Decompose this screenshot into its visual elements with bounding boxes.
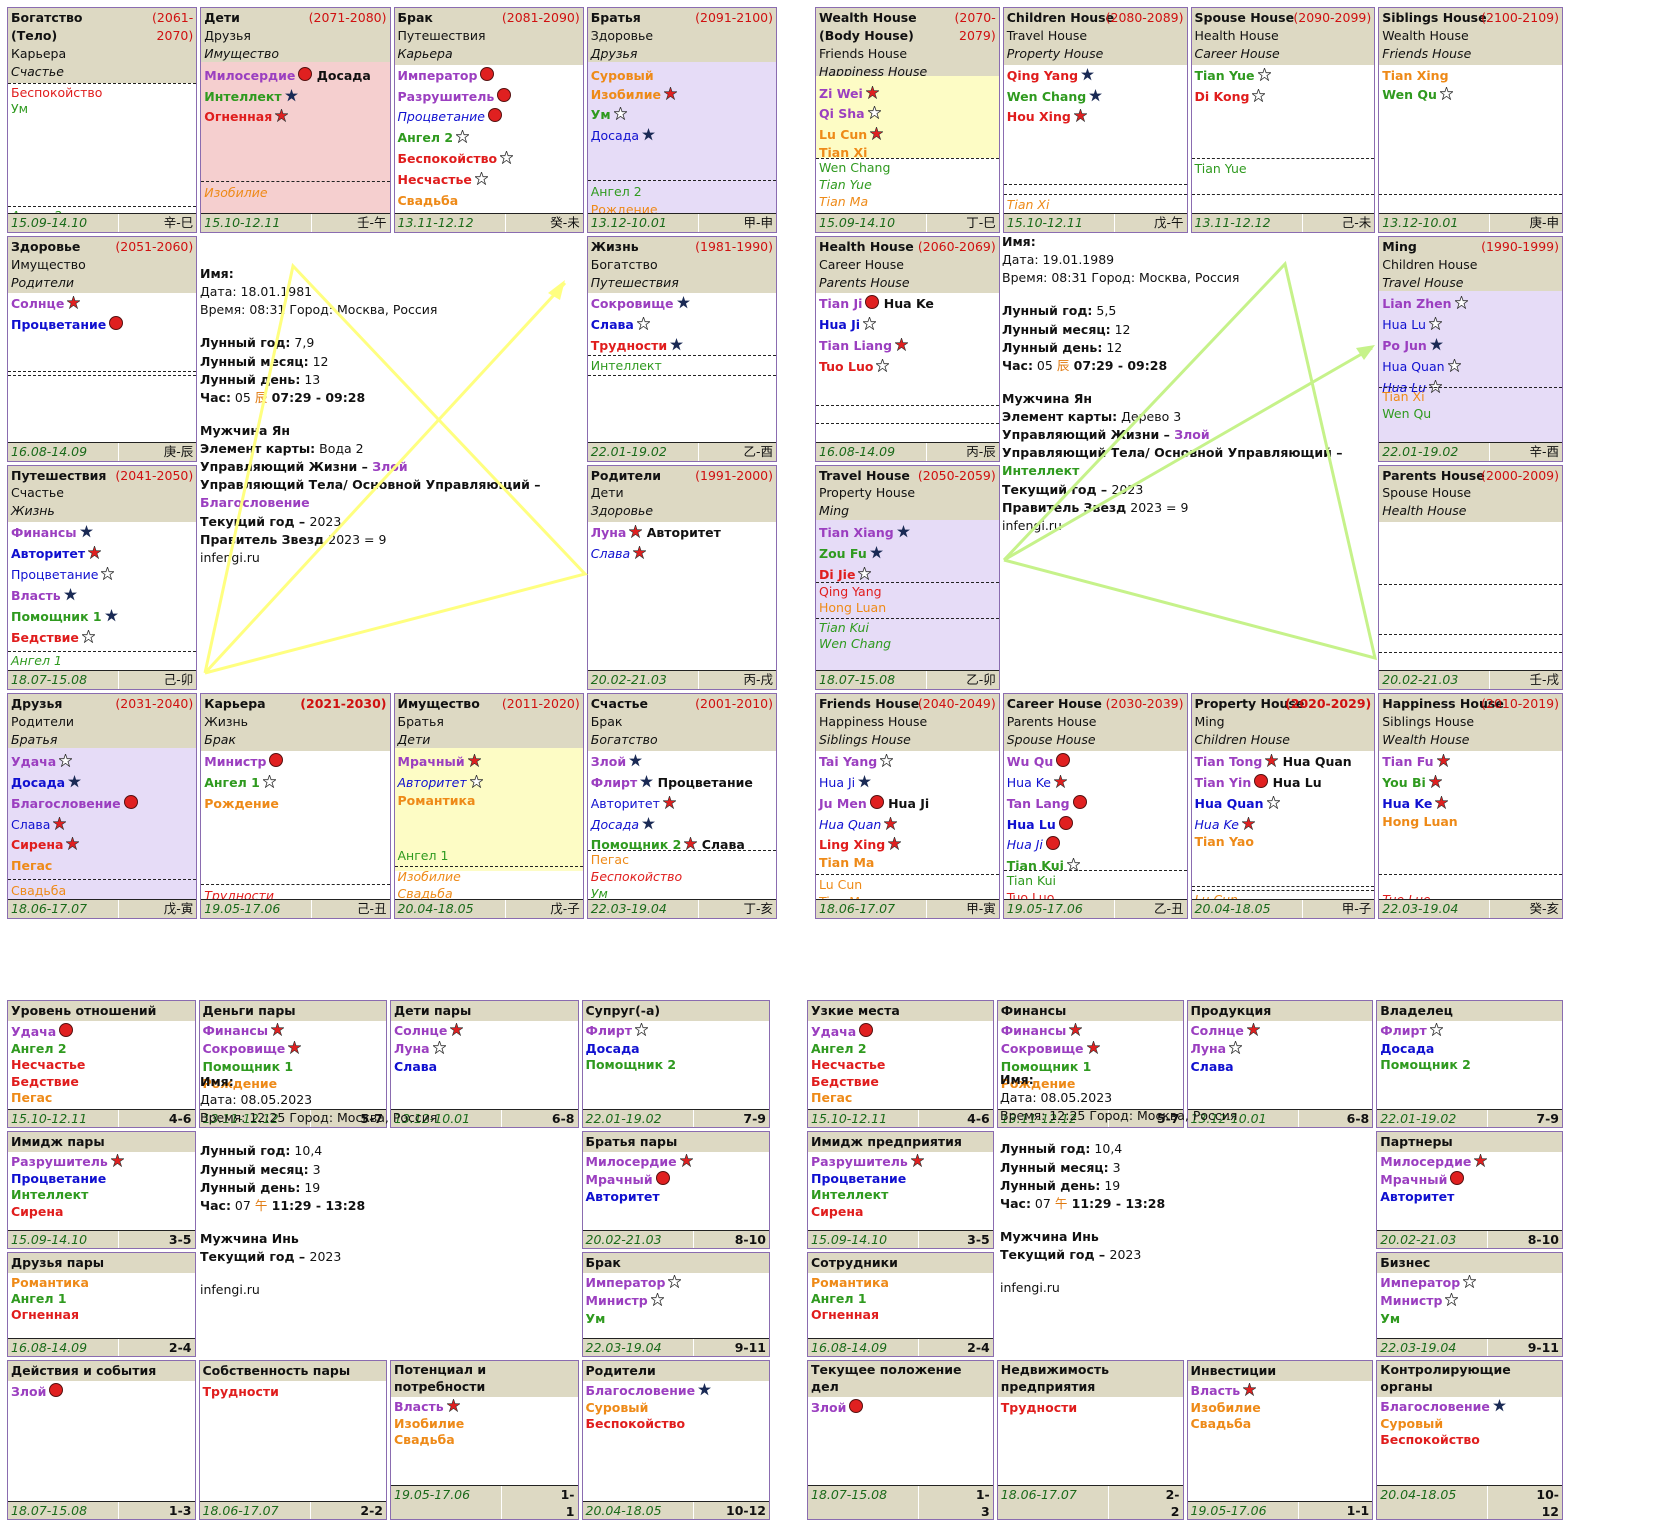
palace-health-ru[interactable]: Здоровье (2051-2060) Имущество Родители Сол… xyxy=(7,235,198,462)
palace-years: (2061- 2070) xyxy=(152,10,194,43)
palace-health-en[interactable]: Health House (2060-2069) Career House Paren… xyxy=(815,235,1000,462)
sum-relations[interactable]: Уровень отношений Удача Ангел 2 Несчастье Б… xyxy=(7,1000,196,1128)
palace-parents-en[interactable]: Parents House (2000-2009) Spouse House Heal… xyxy=(1378,464,1563,691)
palace-parents-ru[interactable]: Родители (1991-2000) Дети Здоровье Луна Авт… xyxy=(586,464,777,691)
chart-top-left: Богатство (Тело) (2061- 2070) Карьера Счасть… xyxy=(7,7,777,919)
palace-friends-ru[interactable]: Друзья (2031-2040) Родители Братья Удача До… xyxy=(7,693,198,919)
palace-siblings-en[interactable]: Siblings House (2100-2109) Wealth House Fri… xyxy=(1378,7,1563,233)
biz-owner[interactable]: Владелец Флирт Досада Помощник 2 22.01-19.… xyxy=(1376,1000,1563,1128)
biz-realty[interactable]: Недвижимость предприятия Трудности 18.06-… xyxy=(996,1360,1184,1520)
palace-property-en[interactable]: Property House (2020-2029) Ming Children Ho… xyxy=(1190,693,1376,919)
biz-partners[interactable]: Партнеры Милосердие Мрачный Авторитет 20.0… xyxy=(1376,1131,1563,1249)
palace-footer: 15.09-14.10 辛-巳 xyxy=(8,212,197,232)
biz-products[interactable]: Продукция Солнце Луна Слава 13.12-10.01 6-8 xyxy=(1186,1000,1374,1128)
palace-children-en[interactable]: Children House (2080-2089) Travel House Pro… xyxy=(1002,7,1188,233)
sum-friends[interactable]: Друзья пары Романтика Ангел 1 Огненная 16.… xyxy=(7,1252,196,1357)
star-navy-icon xyxy=(284,88,298,101)
sum-property[interactable]: Собственность пары Трудности 18.06-17.07… xyxy=(198,1360,387,1520)
palace-travel-en[interactable]: Travel House (2050-2059) Property House Min… xyxy=(815,464,1000,691)
sum-children[interactable]: Дети пары Солнце Луна Слава 13.12-10.01 6-8 xyxy=(390,1000,579,1128)
sum-actions[interactable]: Действия и события Злой 18.07-15.08 1-3 xyxy=(7,1360,196,1520)
sum-potential[interactable]: Потенциал и потребности Власть Изобилие Сва… xyxy=(390,1360,579,1520)
biz-finance[interactable]: Финансы Финансы Сокровище Помощник 1 Рожден… xyxy=(996,1000,1184,1128)
star-red-icon xyxy=(275,109,289,123)
palace-happiness-en[interactable]: Happiness House (2010-2019) Siblings House… xyxy=(1378,693,1563,919)
info-top-left: Имя: Дата: 18.01.1981 Время: 08:31 Город… xyxy=(200,266,541,565)
palace-children-ru[interactable]: Дети (2071-2080) Друзья Имущество Милосерди… xyxy=(200,7,391,233)
palace-name: Богатство (Тело) xyxy=(11,10,83,43)
biz-staff[interactable]: Сотрудники Романтика Ангел 1 Огненная 16.0… xyxy=(807,1252,994,1357)
biz-business[interactable]: Бизнес Император Министр Ум 22.03-19.04 9-1… xyxy=(1376,1252,1563,1357)
biz-investments[interactable]: Инвестиции Власть Изобилие Свадьба 19.05-1… xyxy=(1186,1360,1374,1520)
sum-spouse[interactable]: Супруг(-а) Флирт Досада Помощник 2 22.01-1… xyxy=(581,1000,770,1128)
circle-red-icon xyxy=(298,66,313,81)
palace-siblings-ru[interactable]: Братья (2091-2100) Здоровье Друзья Суровый … xyxy=(586,7,777,233)
palace-spouse-en[interactable]: Spouse House (2090-2099) Health House Caree… xyxy=(1190,7,1376,233)
chart-top-right: Wealth House (Body House) (2070- 2079) Frien… xyxy=(815,7,1563,919)
biz-bottlenecks[interactable]: Узкие места Удача Ангел 2 Несчастье Бедстви… xyxy=(807,1000,994,1128)
palace-career-en[interactable]: Career House (2030-2039) Parents House Spou… xyxy=(1002,693,1188,919)
biz-control[interactable]: Контролирующие органы Благословение Суровы… xyxy=(1376,1360,1563,1520)
palace-friends-en[interactable]: Friends House (2040-2049) Happiness House S… xyxy=(815,693,1000,919)
info-top-right: Имя: Дата: 19.01.1989 Время: 08:31 Город… xyxy=(1002,234,1343,533)
palace-wealth-en[interactable]: Wealth House (Body House) (2070- 2079) Frien… xyxy=(815,7,1000,233)
palace-wealth-ru[interactable]: Богатство (Тело) (2061- 2070) Карьера Счасть… xyxy=(7,7,198,233)
palace-marriage-ru[interactable]: Брак (2081-2090) Путешествия Карьера Импера… xyxy=(393,7,584,233)
palace-property-ru[interactable]: Имущество (2011-2020) Братья Дети Мрачный А… xyxy=(393,693,584,919)
palace-life-ru[interactable]: Жизнь (1981-1990) Богатство Путешествия Сок… xyxy=(586,235,777,462)
palace-ming-en[interactable]: Ming (1990-1999) Children House Travel Hous… xyxy=(1378,235,1563,462)
biz-current[interactable]: Текущее положение дел Злой 18.07-15.08 1- 3 xyxy=(807,1360,994,1520)
sum-siblings[interactable]: Братья пары Милосердие Мрачный Авторитет 2… xyxy=(581,1131,770,1249)
palace-career-ru[interactable]: Карьера (2021-2030) Жизнь Брак Министр Анге… xyxy=(200,693,391,919)
sum-image[interactable]: Имидж пары Разрушитель Процветание Интелле… xyxy=(7,1131,196,1249)
sum-money[interactable]: Деньги пары Финансы Сокровище Помощник 1 Ро… xyxy=(198,1000,387,1128)
sum-marriage[interactable]: Брак Император Министр Ум 22.03-19.04 9-11 xyxy=(581,1252,770,1357)
summary-bottom-left: Уровень отношений Удача Ангел 2 Несчастье Б… xyxy=(7,1000,770,1520)
info-bottom-left: Имя: Дата: 08.05.2023 Время: 12:25 Город… xyxy=(200,1074,438,1298)
palace-travel-ru[interactable]: Путешествия (2041-2050) Счастье Жизнь Финан… xyxy=(7,464,198,691)
palace-happiness-ru[interactable]: Счастье (2001-2010) Брак Богатство Злой Фли… xyxy=(586,693,777,919)
sum-parents[interactable]: Родители Благословение Суровый Беспокойств… xyxy=(581,1360,770,1520)
summary-bottom-right: Узкие места Удача Ангел 2 Несчастье Бедстви… xyxy=(807,1000,1563,1520)
info-bottom-right: Имя: Дата: 08.05.2023 Время: 12:25 Город… xyxy=(1000,1072,1238,1296)
biz-image[interactable]: Имидж предприятия Разрушитель Процветание… xyxy=(807,1131,994,1249)
